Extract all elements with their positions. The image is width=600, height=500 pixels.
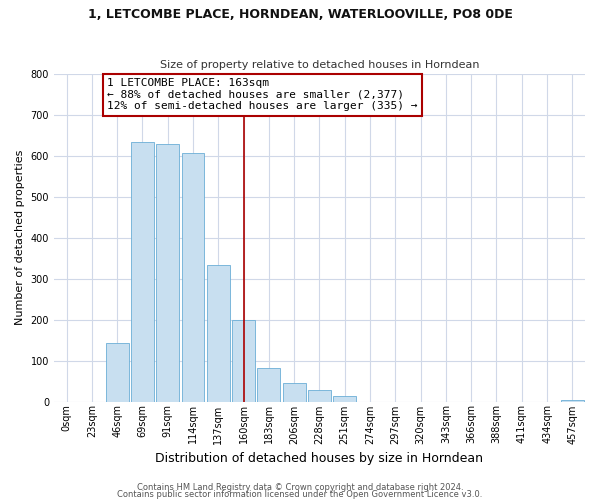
Text: 1, LETCOMBE PLACE, HORNDEAN, WATERLOOVILLE, PO8 0DE: 1, LETCOMBE PLACE, HORNDEAN, WATERLOOVIL… xyxy=(88,8,512,20)
Bar xyxy=(308,390,331,402)
Bar xyxy=(157,144,179,402)
Text: 1 LETCOMBE PLACE: 163sqm
← 88% of detached houses are smaller (2,377)
12% of sem: 1 LETCOMBE PLACE: 163sqm ← 88% of detach… xyxy=(107,78,418,112)
Y-axis label: Number of detached properties: Number of detached properties xyxy=(15,150,25,326)
Bar xyxy=(232,320,255,402)
X-axis label: Distribution of detached houses by size in Horndean: Distribution of detached houses by size … xyxy=(155,452,484,465)
Text: Contains HM Land Registry data © Crown copyright and database right 2024.: Contains HM Land Registry data © Crown c… xyxy=(137,484,463,492)
Bar xyxy=(182,152,205,402)
Bar xyxy=(334,396,356,402)
Bar xyxy=(283,382,305,402)
Title: Size of property relative to detached houses in Horndean: Size of property relative to detached ho… xyxy=(160,60,479,70)
Bar xyxy=(207,265,230,402)
Bar xyxy=(561,400,584,402)
Text: Contains public sector information licensed under the Open Government Licence v3: Contains public sector information licen… xyxy=(118,490,482,499)
Bar xyxy=(257,368,280,402)
Bar xyxy=(106,343,128,402)
Bar xyxy=(131,142,154,402)
